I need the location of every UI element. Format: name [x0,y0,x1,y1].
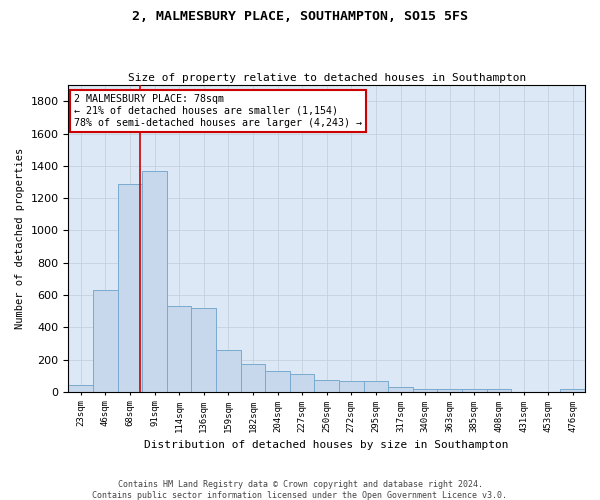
Bar [216,350,241,392]
Bar [364,382,388,392]
Bar [388,387,413,392]
Bar [142,170,167,392]
Bar [462,388,487,392]
Bar [93,290,118,392]
Bar [339,382,364,392]
Text: Contains HM Land Registry data © Crown copyright and database right 2024.
Contai: Contains HM Land Registry data © Crown c… [92,480,508,500]
Bar [167,306,191,392]
Bar [265,371,290,392]
Text: 2, MALMESBURY PLACE, SOUTHAMPTON, SO15 5FS: 2, MALMESBURY PLACE, SOUTHAMPTON, SO15 5… [132,10,468,23]
Bar [241,364,265,392]
Bar [68,386,93,392]
Bar [487,388,511,392]
Bar [314,380,339,392]
Bar [191,308,216,392]
Y-axis label: Number of detached properties: Number of detached properties [15,148,25,329]
Bar [437,388,462,392]
Bar [118,184,142,392]
Title: Size of property relative to detached houses in Southampton: Size of property relative to detached ho… [128,73,526,83]
Text: 2 MALMESBURY PLACE: 78sqm
← 21% of detached houses are smaller (1,154)
78% of se: 2 MALMESBURY PLACE: 78sqm ← 21% of detac… [74,94,362,128]
X-axis label: Distribution of detached houses by size in Southampton: Distribution of detached houses by size … [145,440,509,450]
Bar [560,388,585,392]
Bar [413,388,437,392]
Bar [290,374,314,392]
